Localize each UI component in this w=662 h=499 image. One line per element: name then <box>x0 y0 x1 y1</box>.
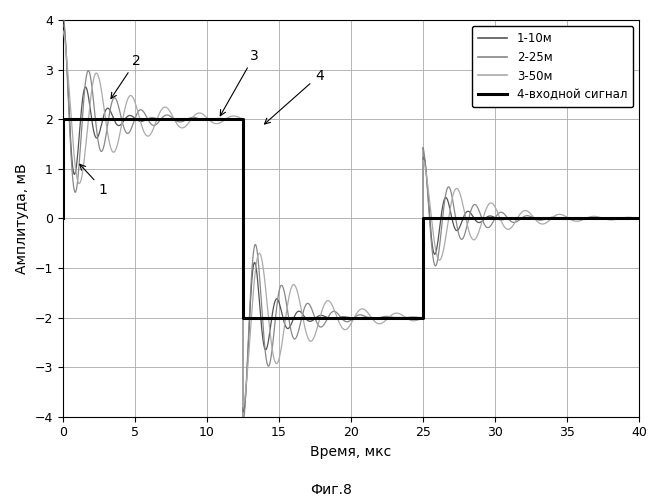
X-axis label: Время, мкс: Время, мкс <box>310 445 391 459</box>
Text: 3: 3 <box>220 49 259 116</box>
Text: 2: 2 <box>111 53 140 98</box>
Text: Фиг.8: Фиг.8 <box>310 483 352 497</box>
Legend: 1-10м, 2-25м, 3-50м, 4-входной сигнал: 1-10м, 2-25м, 3-50м, 4-входной сигнал <box>472 26 633 107</box>
Y-axis label: Амплитуда, мВ: Амплитуда, мВ <box>15 163 29 273</box>
Text: 1: 1 <box>80 164 107 197</box>
Text: 4: 4 <box>265 68 324 124</box>
